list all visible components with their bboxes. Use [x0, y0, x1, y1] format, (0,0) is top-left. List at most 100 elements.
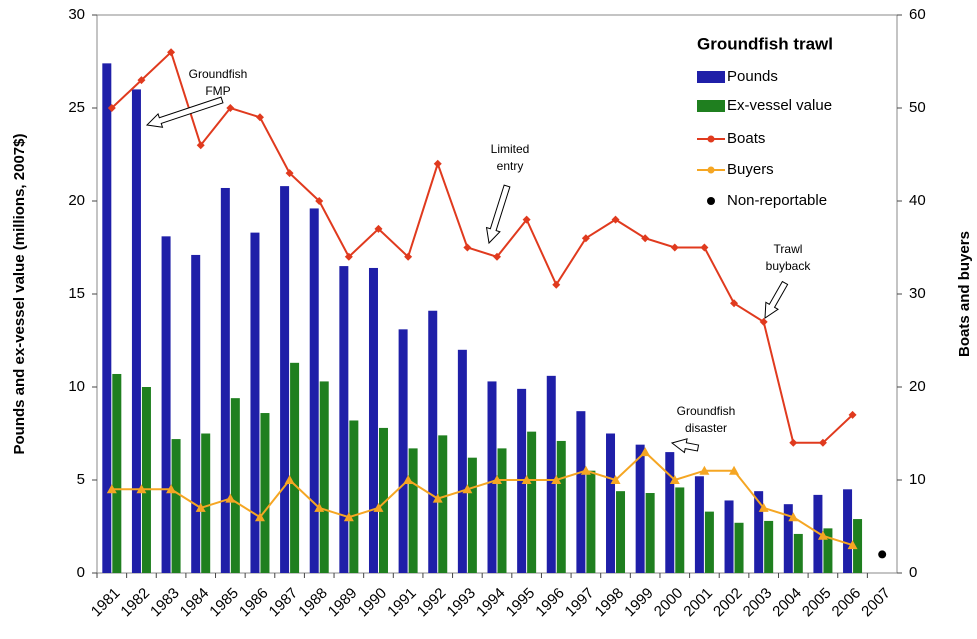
annotation: FMP: [205, 84, 230, 98]
y-tick-label: 15: [68, 285, 85, 302]
annotation-arrow: [485, 184, 511, 245]
x-tick-label: 2003: [740, 585, 776, 621]
y-tick-label: 0: [77, 564, 85, 581]
bar: [349, 420, 359, 573]
bar: [843, 489, 853, 573]
bar: [783, 504, 793, 573]
x-tick-label: 1997: [562, 585, 598, 621]
marker: [640, 447, 651, 457]
marker: [432, 493, 443, 503]
marker: [552, 280, 561, 289]
marker: [196, 141, 205, 150]
bar: [112, 373, 122, 573]
bar: [694, 476, 704, 573]
bar: [378, 427, 388, 573]
bar: [546, 375, 556, 573]
marker: [404, 252, 413, 261]
x-tick-label: 1989: [325, 585, 361, 621]
bar: [606, 433, 616, 573]
marker: [848, 410, 857, 419]
annotation: Groundfish: [677, 404, 736, 418]
y2-tick-label: 10: [909, 471, 926, 488]
marker: [226, 104, 235, 112]
x-tick-label: 1990: [354, 585, 390, 621]
bar: [398, 329, 408, 573]
marker: [817, 530, 828, 540]
bar: [131, 89, 141, 574]
annotation-arrow: [764, 280, 789, 319]
bar: [645, 493, 655, 573]
x-tick-label: 2004: [769, 585, 805, 621]
x-tick-label: 2005: [799, 585, 835, 621]
marker: [669, 475, 680, 484]
x-tick-label: 1981: [88, 585, 124, 621]
bar: [793, 533, 803, 573]
bar: [171, 439, 181, 573]
y2-tick-label: 0: [909, 564, 917, 581]
marker: [344, 252, 353, 261]
legend-swatch: [707, 135, 715, 143]
x-tick-label: 1996: [532, 585, 568, 621]
annotation: Groundfish: [189, 67, 248, 81]
bar: [230, 398, 240, 573]
marker: [285, 169, 294, 178]
marker: [670, 243, 679, 252]
marker: [729, 465, 740, 475]
marker: [789, 438, 798, 447]
legend-swatch: [707, 166, 715, 174]
marker: [433, 159, 442, 168]
bar: [487, 381, 497, 573]
x-tick-label: 1983: [147, 585, 183, 621]
y2-tick-label: 40: [909, 192, 926, 209]
bar: [220, 187, 230, 574]
y2-tick-label: 20: [909, 378, 926, 395]
x-tick-label: 1999: [621, 585, 657, 621]
marker: [225, 493, 236, 503]
y-tick-label: 25: [68, 99, 85, 116]
bar: [576, 411, 586, 573]
bar: [635, 444, 645, 573]
marker: [818, 438, 827, 447]
bar: [408, 448, 418, 573]
x-tick-label: 1994: [473, 585, 509, 621]
y2-tick-label: 50: [909, 99, 926, 116]
bar: [665, 452, 675, 573]
bar: [813, 494, 823, 573]
y2-tick-label: 60: [909, 6, 926, 23]
y-tick-label: 10: [68, 378, 85, 395]
x-tick-label: 1982: [117, 585, 153, 621]
marker: [284, 475, 295, 484]
marker: [314, 502, 325, 512]
x-tick-label: 2001: [680, 585, 716, 621]
marker: [403, 475, 414, 484]
y2-axis-title: Boats and buyers: [956, 231, 973, 357]
annotation-arrow: [145, 96, 224, 128]
bar: [428, 310, 438, 573]
marker: [521, 475, 532, 484]
x-tick-label: 1992: [414, 585, 450, 621]
marker: [462, 484, 473, 494]
x-tick-label: 1984: [177, 585, 213, 621]
marker: [106, 484, 117, 494]
annotation: disaster: [685, 421, 727, 435]
line: [111, 450, 853, 547]
marker: [107, 104, 116, 112]
x-tick-label: 2006: [829, 585, 865, 621]
x-tick-label: 1988: [295, 585, 331, 621]
marker: [315, 197, 324, 205]
legend-label: Boats: [727, 130, 765, 147]
marker: [463, 243, 472, 252]
bar: [368, 267, 378, 573]
marker: [166, 484, 177, 494]
legend-label: Buyers: [727, 161, 774, 178]
x-tick-label: 1986: [236, 585, 272, 621]
legend-label: Ex-vessel value: [727, 97, 832, 114]
bar: [438, 435, 448, 573]
bar: [675, 487, 685, 573]
y-tick-label: 30: [68, 6, 85, 23]
bar: [141, 387, 151, 573]
bar: [704, 511, 714, 573]
annotation: Limited: [491, 142, 530, 156]
marker: [167, 48, 176, 57]
